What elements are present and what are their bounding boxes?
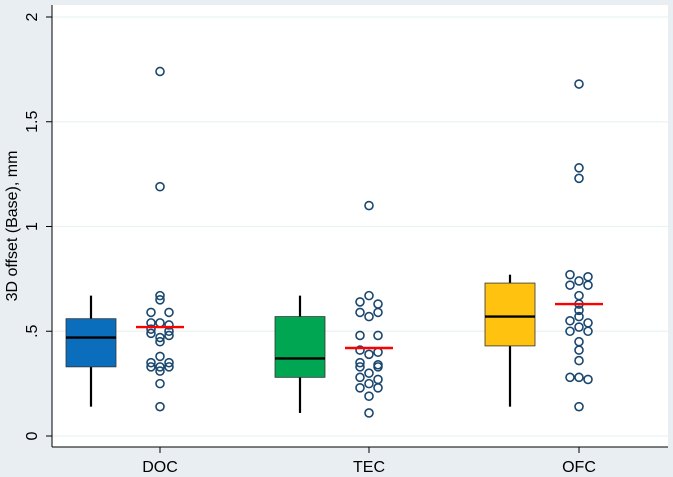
data-point-tec — [355, 372, 365, 383]
data-point-tec — [364, 408, 374, 418]
data-point-ofc — [574, 276, 584, 286]
data-point-tec — [355, 383, 365, 393]
data-point-tec — [373, 383, 383, 393]
data-point-doc — [164, 330, 174, 341]
data-point-doc — [155, 66, 165, 77]
data-point-doc — [155, 378, 165, 389]
data-point-doc — [155, 351, 165, 362]
data-point-doc — [146, 328, 156, 339]
data-point-tec — [364, 391, 374, 401]
data-point-tec — [355, 330, 365, 341]
y-tick-label: 2 — [24, 12, 41, 21]
data-point-tec — [355, 357, 365, 368]
y-tick-label: 1 — [24, 222, 41, 231]
data-point-ofc — [583, 280, 593, 290]
data-point-doc — [164, 357, 174, 368]
data-point-tec — [373, 362, 383, 372]
data-point-tec — [355, 307, 365, 318]
data-point-ofc — [574, 163, 584, 173]
data-point-ofc — [574, 372, 584, 383]
data-point-ofc — [565, 372, 575, 383]
data-point-doc — [155, 401, 165, 412]
y-tick-label: 0 — [24, 431, 41, 440]
data-point-doc — [146, 362, 156, 372]
data-point-ofc — [574, 311, 584, 322]
data-point-doc — [155, 181, 165, 192]
data-point-ofc — [574, 79, 584, 89]
plot-marks — [65, 66, 603, 418]
data-point-doc — [164, 307, 174, 318]
data-point-ofc — [583, 374, 593, 385]
data-point-ofc — [565, 269, 575, 280]
y-axis-title: 3D offset (Base), mm — [4, 151, 21, 302]
data-point-tec — [364, 290, 374, 301]
data-point-doc — [155, 290, 165, 301]
data-point-tec — [355, 345, 365, 355]
data-point-doc — [155, 336, 165, 347]
data-point-doc — [155, 295, 165, 305]
box-tec — [274, 316, 326, 378]
x-axis: DOC TEC OFC — [52, 446, 668, 476]
x-tick-label-tec: TEC — [353, 459, 385, 476]
data-point-ofc — [574, 345, 584, 355]
data-point-doc — [146, 357, 156, 368]
data-point-tec — [364, 200, 374, 211]
data-point-doc — [164, 320, 174, 330]
data-point-tec — [364, 368, 374, 378]
data-point-doc — [164, 362, 174, 372]
box-doc — [65, 318, 117, 368]
data-point-ofc — [574, 322, 584, 332]
data-point-ofc — [574, 401, 584, 412]
data-point-doc — [155, 332, 165, 343]
data-point-tec — [355, 297, 365, 307]
data-point-ofc — [574, 305, 584, 316]
data-point-tec — [373, 307, 383, 318]
y-tick-label: .5 — [24, 324, 41, 337]
data-point-ofc — [565, 315, 575, 326]
data-point-doc — [146, 307, 156, 318]
data-point-tec — [364, 349, 374, 360]
data-point-tec — [364, 311, 374, 322]
data-point-doc — [155, 362, 165, 372]
x-tick-label-ofc: OFC — [562, 459, 596, 476]
data-point-ofc — [565, 280, 575, 290]
x-tick-label-doc: DOC — [142, 459, 178, 476]
data-point-tec — [364, 378, 374, 389]
data-point-ofc — [574, 173, 584, 184]
data-point-ofc — [583, 326, 593, 337]
y-axis: 0 .5 1 1.5 2 — [24, 5, 53, 447]
data-point-tec — [355, 362, 365, 372]
data-point-doc — [146, 324, 156, 334]
data-point-tec — [373, 330, 383, 341]
data-point-doc — [155, 366, 165, 376]
box-ofc — [484, 282, 536, 347]
data-point-ofc — [565, 326, 575, 337]
data-point-ofc — [574, 355, 584, 366]
y-tick-label: 1.5 — [24, 111, 41, 133]
